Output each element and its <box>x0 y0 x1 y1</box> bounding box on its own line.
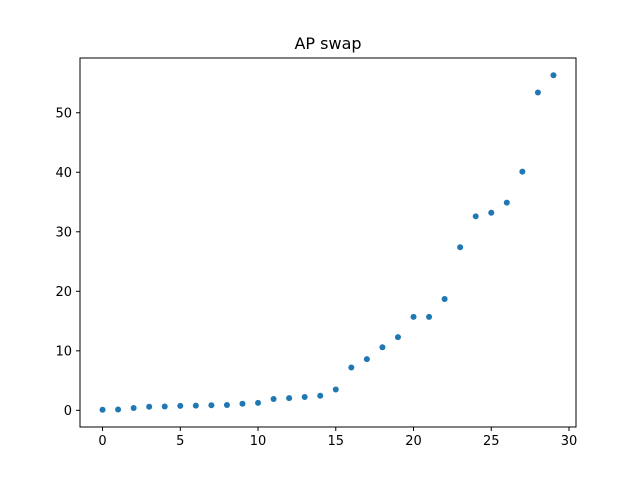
data-point <box>379 344 386 351</box>
y-tick-label: 0 <box>64 404 72 419</box>
data-point <box>286 395 293 402</box>
data-point <box>488 209 495 216</box>
data-point <box>161 403 168 410</box>
chart-title: AP swap <box>294 34 361 53</box>
x-tick-label: 5 <box>176 434 184 449</box>
x-tick-label: 0 <box>98 434 106 449</box>
y-tick-label: 10 <box>55 344 72 359</box>
data-point <box>394 334 401 341</box>
data-point <box>363 356 370 363</box>
y-tick-label: 40 <box>55 166 72 181</box>
x-tick-label: 30 <box>561 434 578 449</box>
scatter-series <box>99 72 557 413</box>
data-point <box>239 400 246 407</box>
data-point <box>301 393 308 400</box>
data-point <box>192 402 199 409</box>
data-point <box>115 406 122 413</box>
data-point <box>146 403 153 410</box>
data-point <box>332 386 339 393</box>
y-tick-label: 30 <box>55 225 72 240</box>
plot-frame <box>79 57 577 428</box>
axis-ticks: 0 5 10 15 20 25 30 0 10 20 30 40 50 <box>55 106 577 449</box>
data-point <box>503 199 510 206</box>
data-point <box>177 402 184 409</box>
y-tick-label: 20 <box>55 285 72 300</box>
x-tick-label: 15 <box>328 434 345 449</box>
data-point <box>99 406 106 413</box>
data-point <box>534 89 541 96</box>
x-tick-label: 20 <box>405 434 422 449</box>
data-point <box>410 313 417 320</box>
data-point <box>472 213 479 220</box>
data-point <box>519 168 526 175</box>
data-point <box>130 404 137 411</box>
data-point <box>426 313 433 320</box>
data-point <box>550 72 557 79</box>
data-point <box>255 399 262 406</box>
data-point <box>270 396 277 403</box>
data-point <box>208 402 215 409</box>
data-point <box>317 392 324 399</box>
y-tick-label: 50 <box>55 106 72 121</box>
x-tick-label: 10 <box>250 434 267 449</box>
data-point <box>348 364 355 371</box>
data-point <box>223 401 230 408</box>
data-point <box>441 296 448 303</box>
data-point <box>457 244 464 251</box>
x-tick-label: 25 <box>483 434 500 449</box>
